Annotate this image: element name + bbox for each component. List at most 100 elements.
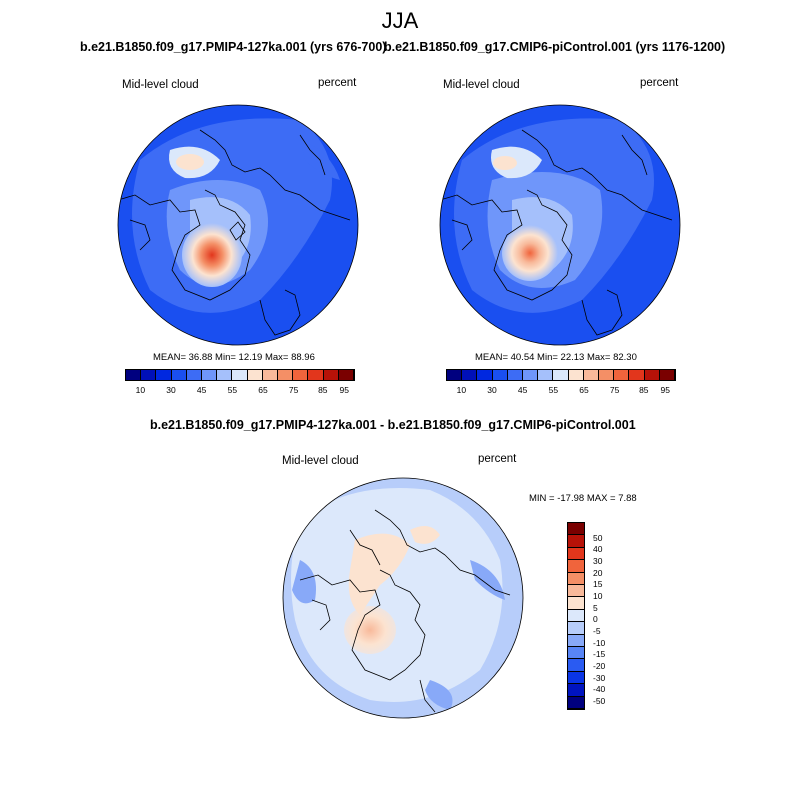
colorbar-2: 10 30 45 55 65 75 85 95 <box>446 369 676 395</box>
colorbar-2-tick-label: 30 <box>487 385 497 395</box>
colorbar-3-swatch <box>568 634 584 648</box>
colorbar-1-swatch <box>217 370 233 380</box>
colorbar-1-swatch <box>126 370 142 380</box>
colorbar-2-swatch <box>477 370 493 380</box>
panel-2-variable-label: Mid-level cloud <box>443 79 520 91</box>
colorbar-2-swatch <box>447 370 463 380</box>
colorbar-1-swatch <box>156 370 172 380</box>
colorbar-3-tick-label: 50 <box>593 532 603 543</box>
colorbar-2-tick-label: 55 <box>548 385 559 395</box>
colorbar-1-swatch <box>232 370 248 380</box>
colorbar-1-swatch <box>186 370 203 380</box>
colorbar-1-swatch <box>202 370 218 380</box>
colorbar-1-swatch <box>323 370 339 380</box>
map-panel-2 <box>440 105 680 345</box>
colorbar-3-swatch <box>568 659 584 672</box>
colorbar-1-swatch <box>308 370 324 380</box>
colorbar-2-tick-label: 10 <box>456 385 467 395</box>
panel-2-units-label: percent <box>640 77 679 89</box>
colorbar-3-swatch <box>568 671 584 685</box>
colorbar-1-tick-label: 10 <box>135 385 146 395</box>
colorbar-2-tick-label: 85 <box>639 385 649 395</box>
map-1-coastlines <box>118 129 351 336</box>
panel-3-title: b.e21.B1850.f09_g17.PMIP4-127ka.001 - b.… <box>150 418 636 432</box>
colorbar-2-swatch <box>629 370 645 380</box>
colorbar-1-swatch <box>278 370 294 380</box>
colorbar-3-tick-label: 20 <box>593 567 603 578</box>
colorbar-1-tick-label: 95 <box>339 385 349 395</box>
map-panel-1 <box>118 105 358 345</box>
colorbar-2-tick-label: 45 <box>517 385 528 395</box>
colorbar-3-tick-label: 30 <box>593 555 603 566</box>
colorbar-1: 10 30 45 55 65 75 85 95 <box>125 369 355 395</box>
colorbar-1-tick-label: 30 <box>166 385 176 395</box>
colorbar-3-swatch <box>568 696 584 710</box>
colorbar-3-tick-label: -5 <box>593 625 601 636</box>
colorbar-3-tick-label: 15 <box>593 579 603 590</box>
colorbar-3-tick-label: 5 <box>593 602 598 613</box>
colorbar-3-swatch <box>568 523 584 536</box>
colorbar-1-tick-label: 45 <box>196 385 207 395</box>
colorbar-3-tick-label: 0 <box>593 614 598 625</box>
panel-3-variable-label: Mid-level cloud <box>282 455 359 467</box>
colorbar-3-tick-label: -30 <box>593 672 606 683</box>
colorbar-2-swatch <box>553 370 569 380</box>
panel-3-stats: MIN = -17.98 MAX = 7.88 <box>529 493 637 504</box>
colorbar-2-swatch <box>492 370 508 380</box>
colorbar-3-tick-label: 10 <box>593 590 603 601</box>
colorbar-2-swatch <box>462 370 478 380</box>
panel-2-title: b.e21.B1850.f09_g17.CMIP6-piControl.001 … <box>384 40 726 54</box>
colorbar-1-tick-label: 55 <box>227 385 238 395</box>
colorbar-2-tick-label: 95 <box>660 385 670 395</box>
colorbar-3-tick-label: -15 <box>593 649 606 660</box>
colorbar-2-swatch <box>568 370 584 380</box>
colorbar-2-swatch <box>523 370 539 380</box>
colorbar-3-tick-label: 40 <box>593 544 603 555</box>
colorbar-3-swatch <box>568 547 584 561</box>
colorbar-3-tick-label: -40 <box>593 684 606 695</box>
figure-title: JJA <box>381 8 419 33</box>
colorbar-3-swatch <box>568 560 584 573</box>
map-3-border <box>282 477 524 719</box>
colorbar-3-swatch <box>568 609 584 623</box>
colorbar-3-swatch <box>568 572 584 586</box>
panel-3-units-label: percent <box>478 453 517 465</box>
colorbar-1-tick-label: 75 <box>288 385 299 395</box>
colorbar-2-swatch <box>599 370 615 380</box>
panel-1-variable-label: Mid-level cloud <box>122 79 199 91</box>
colorbar-3-tick-label: -50 <box>593 695 606 706</box>
colorbar-1-tick-label: 65 <box>258 385 268 395</box>
colorbar-1-swatch <box>262 370 279 380</box>
colorbar-3-tick-label: -20 <box>593 660 606 671</box>
map-2-coastlines <box>440 129 673 336</box>
colorbar-3-swatch <box>568 585 584 598</box>
map-1-border <box>117 104 359 346</box>
colorbar-3-swatch <box>568 622 584 635</box>
colorbar-3-swatch <box>568 597 584 610</box>
panel-1-stats: MEAN= 36.88 Min= 12.19 Max= 88.96 <box>153 352 315 363</box>
colorbar-1-swatch <box>247 370 263 380</box>
map-panel-3 <box>283 478 523 718</box>
colorbar-3-swatch <box>568 535 584 548</box>
colorbar-3-swatch <box>568 647 584 660</box>
colorbar-1-swatch <box>293 370 309 380</box>
colorbar-3-swatch <box>568 684 584 697</box>
map-2-border <box>439 104 681 346</box>
colorbar-2-tick-label: 65 <box>579 385 589 395</box>
colorbar-2-tick-label: 75 <box>609 385 620 395</box>
colorbar-2-swatch <box>659 370 676 380</box>
colorbar-2-swatch <box>644 370 660 380</box>
colorbar-1-swatch <box>141 370 157 380</box>
colorbar-2-swatch <box>538 370 554 380</box>
panel-2-stats: MEAN= 40.54 Min= 22.13 Max= 82.30 <box>475 352 637 363</box>
panel-1-title: b.e21.B1850.f09_g17.PMIP4-127ka.001 (yrs… <box>80 40 387 54</box>
colorbar-3-tick-label: -10 <box>593 637 606 648</box>
colorbar-2-swatch <box>614 370 630 380</box>
colorbar-3: 50 40 30 20 15 10 5 0 -5 -10 -15 -20 -30 -40 -50 <box>567 522 627 710</box>
colorbar-1-tick-label: 85 <box>318 385 328 395</box>
colorbar-2-swatch <box>583 370 600 380</box>
map-3-coastlines <box>299 509 511 713</box>
colorbar-2-swatch <box>507 370 524 380</box>
panel-1-units-label: percent <box>318 77 357 89</box>
